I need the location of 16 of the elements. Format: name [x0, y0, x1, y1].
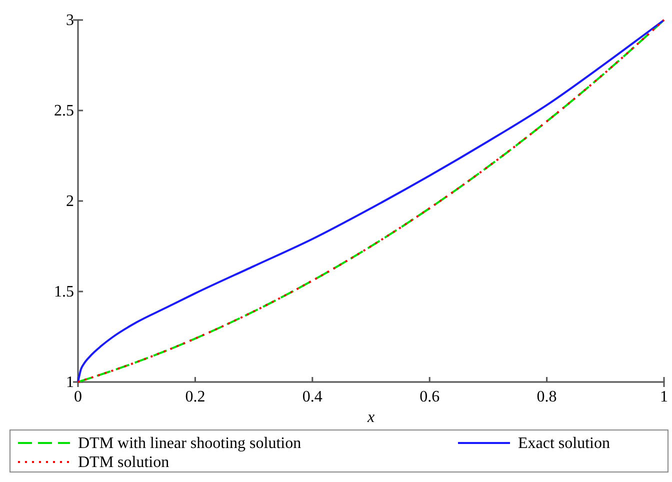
x-tick-label: 1	[660, 388, 668, 406]
y-tick-label: 1.5	[54, 284, 74, 301]
x-tick-label: 0	[74, 388, 82, 406]
y-tick-label: 2	[66, 193, 74, 210]
x-tick-label: 0.4	[302, 388, 322, 406]
x-tick-label: 0.6	[420, 388, 440, 406]
x-tick-label: 0.8	[536, 388, 557, 406]
x-tick-label: 0.2	[185, 388, 206, 406]
x-axis-title: x	[366, 409, 375, 426]
y-tick-label: 1	[66, 374, 74, 392]
legend-label: DTM solution	[78, 454, 170, 471]
y-tick-label: 2.5	[54, 102, 74, 120]
legend-label: Exact solution	[518, 435, 610, 452]
legend-label: DTM with linear shooting solution	[78, 435, 302, 452]
y-tick-label: 3	[66, 12, 74, 30]
line-series	[77, 19, 665, 383]
